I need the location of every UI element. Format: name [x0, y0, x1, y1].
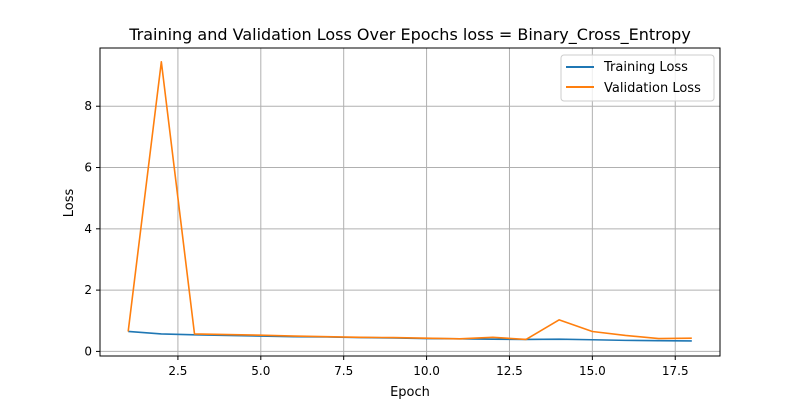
y-tick-label: 8: [84, 99, 92, 113]
x-tick-label: 15.0: [579, 364, 606, 378]
y-axis-label: Loss: [62, 189, 77, 218]
x-tick-label: 12.5: [496, 364, 523, 378]
x-tick-label: 7.5: [334, 364, 353, 378]
y-tick-label: 4: [84, 222, 92, 236]
axis-ticks: 2.5 5.0 7.5 10.0 12.5 15.0 17.5 0 2 4 6 8: [84, 99, 688, 378]
x-tick-label: 17.5: [662, 364, 689, 378]
legend-label-validation: Validation Loss: [604, 81, 701, 96]
legend-label-training: Training Loss: [603, 60, 688, 75]
plot-frame: [99, 47, 721, 357]
series-layer: [127, 60, 692, 342]
x-tick-label: 2.5: [168, 364, 187, 378]
x-tick-label: 5.0: [251, 364, 270, 378]
x-axis-label: Epoch: [390, 385, 430, 400]
y-tick-label: 0: [84, 344, 92, 358]
y-tick-label: 2: [84, 283, 92, 297]
y-tick-label: 6: [84, 161, 92, 175]
legend: Training Loss Validation Loss: [560, 54, 715, 102]
validation-loss-line: [127, 60, 692, 341]
chart-title: Training and Validation Loss Over Epochs…: [128, 25, 691, 45]
x-tick-label: 10.0: [413, 364, 440, 378]
legend-box: [560, 54, 715, 102]
